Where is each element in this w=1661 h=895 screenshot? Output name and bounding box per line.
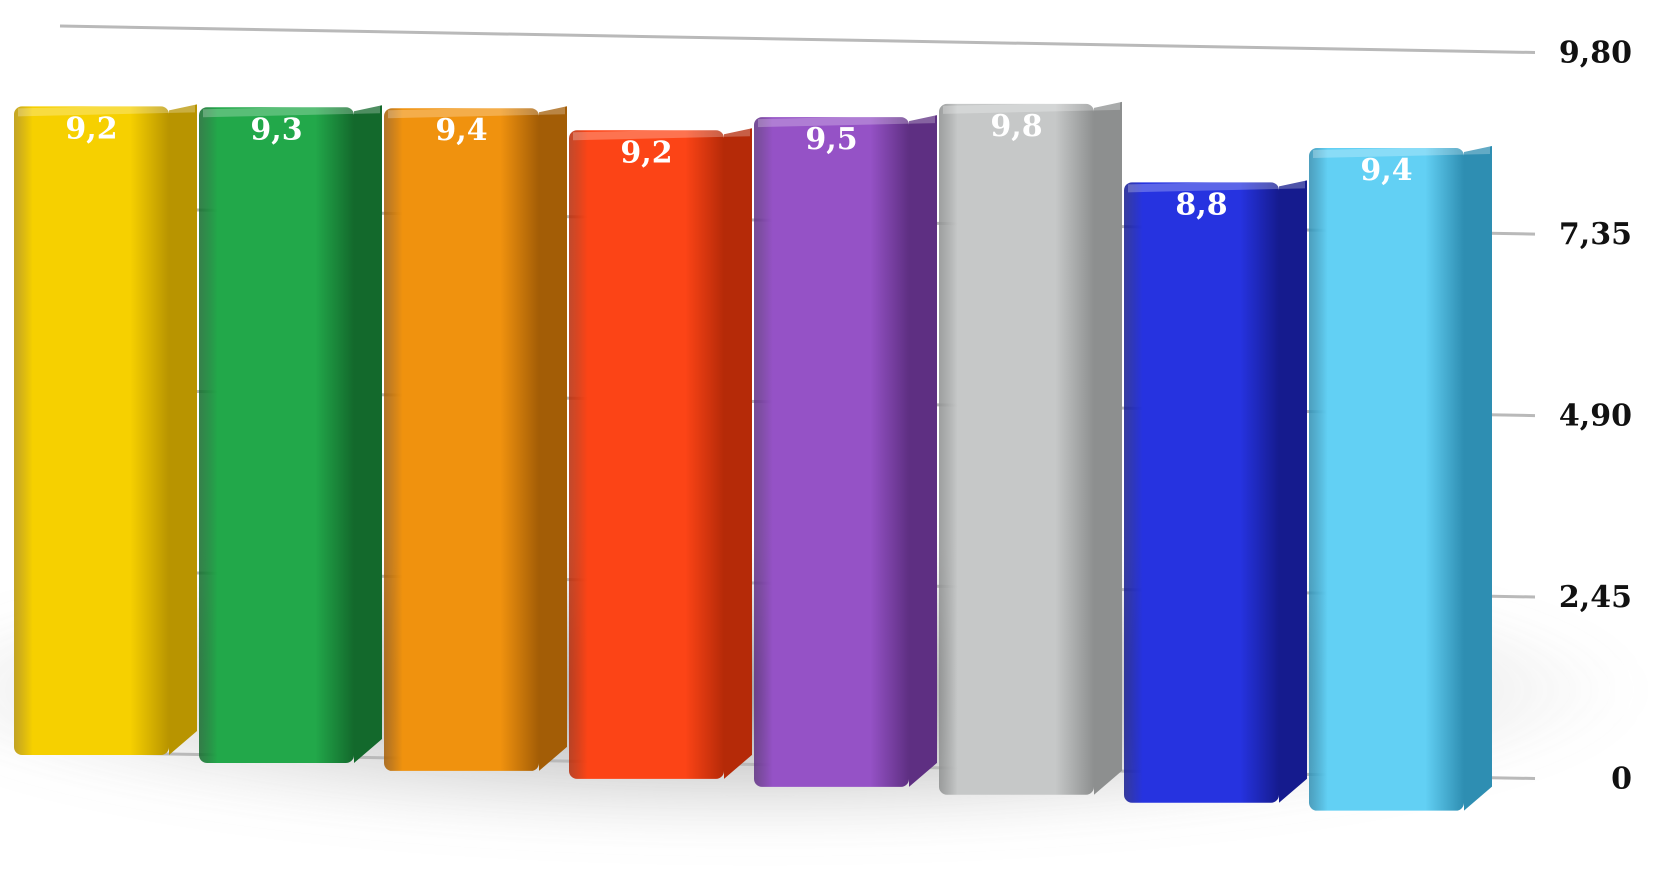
bar-front-face: [939, 103, 1094, 795]
gridline-4: [59, 24, 1536, 54]
bar-data-label: 9,4: [435, 113, 487, 148]
y-tick-label: 0: [1611, 762, 1632, 797]
bar-3: [384, 106, 567, 771]
y-axis-ticks: 0 2,45 4,90 7,35 9,80: [1559, 36, 1632, 797]
y-tick-label: 7,35: [1559, 217, 1632, 252]
bar-front-face: [384, 108, 539, 771]
bar-side-face: [1094, 101, 1122, 795]
bar-top-highlight: [18, 104, 195, 117]
bar-side-face: [354, 105, 382, 763]
bar-data-label: 8,8: [1175, 187, 1227, 222]
bar-side-face: [909, 115, 937, 787]
bar-top-highlight: [1313, 145, 1490, 158]
bar-side-face: [1279, 180, 1307, 803]
bar-8: [1309, 145, 1492, 811]
bar-data-label: 9,5: [805, 122, 857, 157]
bar-data-label: 9,2: [65, 111, 117, 146]
bar-top-highlight: [1128, 180, 1305, 193]
data-labels: 9,2 9,3 9,4 9,2 9,5 9,8 8,8 9,4: [65, 109, 1412, 222]
bar-1: [14, 104, 197, 755]
bar-front-face: [199, 107, 354, 763]
bar-top-highlight: [943, 101, 1120, 114]
y-tick-label: 9,80: [1559, 36, 1632, 71]
bar-top-highlight: [388, 106, 565, 119]
bar-5: [754, 115, 937, 787]
bar-side-face: [539, 106, 567, 771]
bar-top-highlight: [758, 115, 935, 128]
bar-data-label: 9,2: [620, 135, 672, 170]
bar-top-highlight: [573, 128, 750, 141]
bar-side-face: [724, 128, 752, 779]
bar-side-face: [1464, 145, 1492, 811]
bar-6: [939, 101, 1122, 795]
bar-front-face: [569, 130, 724, 779]
bar-data-label: 9,3: [250, 112, 302, 147]
bar-2: [199, 105, 382, 763]
bar-4: [569, 128, 752, 779]
bar-front-face: [1309, 147, 1464, 811]
bars: [14, 101, 1492, 811]
y-tick-label: 4,90: [1559, 399, 1632, 434]
bar-front-face: [1124, 182, 1279, 803]
bar-data-label: 9,8: [990, 109, 1042, 144]
bar-side-face: [169, 104, 197, 755]
bar-top-highlight: [203, 105, 380, 118]
bar-data-label: 9,4: [1360, 153, 1412, 188]
y-tick-label: 2,45: [1559, 580, 1632, 615]
bar-front-face: [754, 117, 909, 787]
bar-7: [1124, 180, 1307, 803]
bar-front-face: [14, 106, 169, 755]
